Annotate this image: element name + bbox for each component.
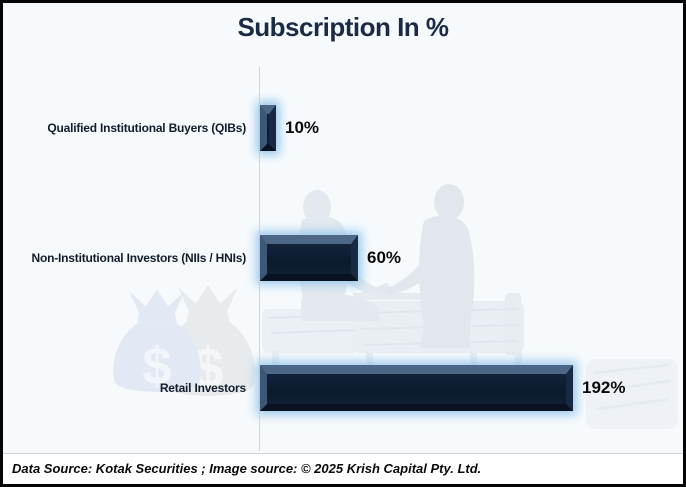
source-footer: Data Source: Kotak Securities ; Image so… (3, 454, 683, 483)
category-label-retail: Retail Investors (159, 381, 246, 395)
value-label-retail: 192% (582, 378, 626, 397)
table-icon (353, 283, 425, 300)
bar-retail (260, 365, 573, 411)
value-label-nii: 60% (367, 248, 402, 267)
chart-title: Subscription In % (237, 12, 449, 42)
bar-qib (260, 105, 276, 151)
bar-row-qib: Qualified Institutional Buyers (QIBs) 10… (3, 105, 683, 151)
value-label-qib: 10% (285, 118, 320, 137)
y-axis-line (259, 67, 260, 451)
category-label-qib: Qualified Institutional Buyers (QIBs) (47, 121, 246, 135)
bench-icon (262, 293, 524, 366)
bar-nii (260, 235, 358, 281)
bar-row-retail: Retail Investors 192% (3, 365, 683, 411)
chart-plot-area: $ $ Subscription In % Qualified Institut… (3, 3, 683, 454)
category-label-nii: Non-Institutional Investors (NIIs / HNIs… (31, 251, 247, 265)
bar-row-nii: Non-Institutional Investors (NIIs / HNIs… (3, 235, 683, 281)
source-footer-text: Data Source: Kotak Securities ; Image so… (12, 461, 482, 476)
